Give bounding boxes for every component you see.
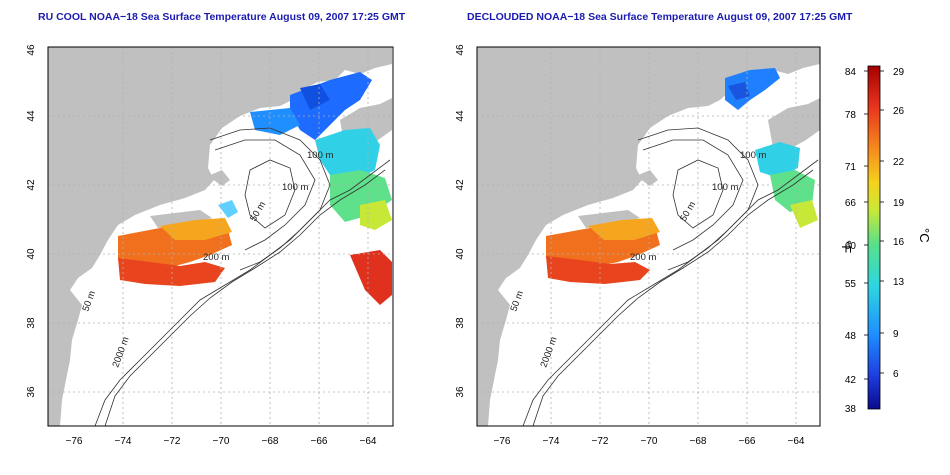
x-tick-label: −72: [164, 436, 181, 447]
left-bathymetry-contours: [94, 127, 391, 426]
y-tick-label: 44: [26, 110, 37, 122]
left-plot-frame: [47, 46, 394, 427]
cape-cod: [208, 170, 230, 186]
land-mass: [48, 47, 392, 426]
f-tick-label: 71: [845, 162, 857, 173]
left-y-axis: 36 38 40 42 44 46: [26, 44, 37, 398]
y-tick-label: 40: [455, 248, 466, 260]
c-tick-label: 19: [893, 198, 905, 209]
right-map-panel: 100 m 100 m 50 m 200 m 50 m 2000 m −76 −…: [455, 44, 821, 447]
contour-label: 50 m: [508, 289, 526, 313]
right-grid: [477, 47, 820, 426]
contour-label: 50 m: [248, 200, 268, 224]
fahrenheit-scale: 84 78 71 66 60 55 48 42 38: [845, 67, 857, 415]
left-map-panel: 100 m 100 m 50 m 200 m 50 m 2000 m −76 −…: [26, 44, 394, 447]
contour-label: 200 m: [203, 252, 229, 263]
left-map-title: RU COOL NOAA−18 Sea Surface Temperature …: [38, 11, 406, 23]
c-tick-label: 6: [893, 369, 899, 380]
x-tick-label: −76: [494, 436, 511, 447]
c-tick-label: 26: [893, 106, 905, 117]
sst-data-layer: [546, 68, 818, 284]
temperature-colorbar: 84 78 71 66 60 55 48 42 38 29 26 22 19 1…: [839, 65, 932, 415]
y-tick-label: 38: [455, 317, 466, 329]
contour-label: 50 m: [80, 289, 98, 313]
y-tick-label: 42: [26, 179, 37, 191]
y-tick-label: 44: [455, 110, 466, 122]
contour-label: 2000 m: [110, 335, 131, 369]
f-tick-label: 60: [845, 241, 857, 252]
y-tick-label: 46: [455, 44, 466, 56]
colorbar-ticks: [864, 70, 884, 380]
fahrenheit-unit-label: °F: [839, 240, 854, 253]
x-tick-label: −66: [739, 436, 756, 447]
f-tick-label: 84: [845, 67, 857, 78]
x-tick-label: −70: [641, 436, 658, 447]
left-map-area: [48, 47, 393, 426]
contour-label: 2000 m: [538, 335, 559, 369]
right-x-axis: −76 −74 −72 −70 −68 −66 −64: [494, 436, 805, 447]
contour-label: 50 m: [678, 200, 698, 224]
long-island: [150, 210, 212, 228]
right-bathymetry-contours: [522, 127, 819, 426]
right-y-axis: 36 38 40 42 44 46: [455, 44, 466, 398]
x-tick-label: −66: [311, 436, 328, 447]
sst-data-layer: [118, 72, 392, 305]
right-map-title: DECLOUDED NOAA−18 Sea Surface Temperatur…: [467, 11, 853, 23]
c-tick-label: 9: [893, 329, 899, 340]
left-grid: [48, 47, 393, 426]
right-plot-frame: [476, 46, 821, 427]
contour-label: 200 m: [630, 252, 656, 263]
long-island: [578, 210, 640, 228]
f-tick-label: 48: [845, 331, 857, 342]
f-tick-label: 66: [845, 198, 857, 209]
land-mass: [477, 47, 820, 426]
contour-label: 100 m: [282, 182, 308, 193]
c-tick-label: 22: [893, 157, 905, 168]
y-tick-label: 36: [26, 386, 37, 398]
f-tick-label: 38: [845, 404, 857, 415]
contour-label: 100 m: [712, 182, 738, 193]
x-tick-label: −76: [66, 436, 83, 447]
x-tick-label: −70: [213, 436, 230, 447]
nova-scotia: [768, 98, 820, 150]
cape-cod: [636, 170, 658, 186]
f-tick-label: 78: [845, 110, 857, 121]
celsius-unit-label: °C: [917, 228, 932, 243]
x-tick-label: −68: [690, 436, 707, 447]
contour-label: 100 m: [307, 150, 333, 161]
right-map-area: [477, 47, 820, 426]
x-tick-label: −64: [788, 436, 805, 447]
c-tick-label: 29: [893, 67, 905, 78]
x-tick-label: −68: [262, 436, 279, 447]
x-tick-label: −74: [115, 436, 132, 447]
f-tick-label: 55: [845, 279, 857, 290]
left-x-axis: −76 −74 −72 −70 −68 −66 −64: [66, 436, 377, 447]
colorbar-gradient: [867, 65, 881, 410]
contour-label: 100 m: [740, 150, 766, 161]
y-tick-label: 40: [26, 248, 37, 260]
c-tick-label: 13: [893, 277, 905, 288]
celsius-scale: 29 26 22 19 16 13 9 6: [893, 67, 905, 380]
y-tick-label: 46: [26, 44, 37, 56]
x-tick-label: −72: [592, 436, 609, 447]
c-tick-label: 16: [893, 237, 905, 248]
y-tick-label: 36: [455, 386, 466, 398]
f-tick-label: 42: [845, 375, 857, 386]
y-tick-label: 38: [26, 317, 37, 329]
x-tick-label: −64: [360, 436, 377, 447]
y-tick-label: 42: [455, 179, 466, 191]
x-tick-label: −74: [543, 436, 560, 447]
